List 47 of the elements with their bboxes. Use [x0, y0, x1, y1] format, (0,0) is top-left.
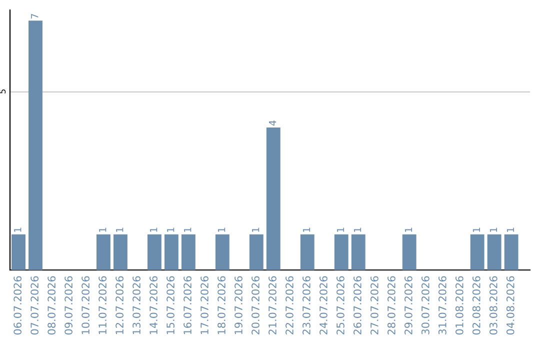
- x-tick-label: 12.07.2026: [116, 276, 124, 334]
- data-label: 1: [490, 228, 497, 232]
- x-tick-label: 20.07.2026: [252, 276, 260, 334]
- data-label: 1: [252, 228, 260, 232]
- data-label: 7: [31, 14, 38, 18]
- x-tick-label: 13.07.2026: [132, 276, 140, 334]
- x-tick-label: 21.07.2026: [268, 276, 276, 334]
- x-tick-label: 29.07.2026: [404, 276, 412, 334]
- data-label: 1: [404, 228, 412, 232]
- x-tick-label: 11.07.2026: [98, 276, 106, 334]
- data-label: 1: [116, 228, 124, 232]
- data-label: 1: [506, 228, 514, 232]
- x-tick-label: 14.07.2026: [150, 276, 158, 334]
- x-tick-label: 18.07.2026: [218, 276, 226, 334]
- data-label: 1: [150, 228, 158, 232]
- data-label: 1: [184, 228, 192, 232]
- data-label: 1: [14, 228, 22, 232]
- x-tick-label: 17.07.2026: [200, 276, 208, 334]
- data-label: 1: [336, 228, 344, 232]
- x-tick-label: 01.08.2026: [455, 276, 464, 335]
- data-label: 1: [99, 228, 106, 232]
- data-label: 1: [302, 228, 310, 232]
- data-label: 1: [218, 228, 226, 232]
- x-tick-label: 08.07.2026: [48, 276, 56, 335]
- data-label: 1: [354, 228, 362, 232]
- x-tick-label: 09.07.2026: [64, 276, 72, 335]
- x-tick-label: 27.07.2026: [370, 276, 378, 334]
- data-label: 4: [268, 120, 276, 126]
- x-tick-label: 04.08.2026: [506, 276, 514, 335]
- x-tick-label: 22.07.2026: [286, 276, 294, 334]
- x-tick-label: 07.07.2026: [30, 276, 39, 335]
- x-tick-label: 19.07.2026: [234, 276, 242, 334]
- x-tick-label: 10.07.2026: [82, 276, 90, 334]
- x-tick-label: 03.08.2026: [489, 276, 498, 335]
- x-tick-label: 06.07.2026: [14, 276, 22, 335]
- x-tick-label: 23.07.2026: [302, 276, 310, 334]
- x-tick-label: 30.07.2026: [421, 276, 430, 334]
- x-tick-label: 26.07.2026: [354, 276, 362, 334]
- data-label: 1: [472, 228, 480, 232]
- x-tick-label: 16.07.2026: [184, 276, 192, 334]
- x-tick-label: 25.07.2026: [336, 276, 344, 334]
- x-tick-label: 02.08.2026: [472, 276, 480, 335]
- x-tick-label: 15.07.2026: [166, 276, 174, 334]
- x-tick-label: 24.07.2026: [320, 276, 328, 334]
- x-tick-label: 28.07.2026: [387, 276, 396, 334]
- x-tick-label: 31.07.2026: [438, 276, 446, 334]
- data-label: 1: [167, 228, 174, 232]
